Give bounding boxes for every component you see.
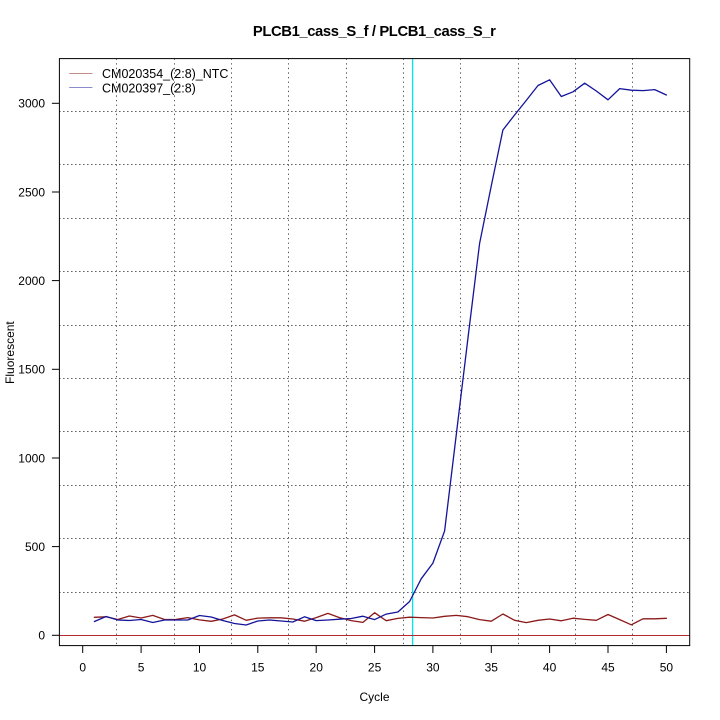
svg-text:500: 500 bbox=[25, 540, 45, 554]
svg-text:30: 30 bbox=[426, 661, 440, 675]
svg-text:2000: 2000 bbox=[18, 274, 45, 288]
svg-text:0: 0 bbox=[38, 629, 45, 643]
svg-text:45: 45 bbox=[601, 661, 615, 675]
svg-text:20: 20 bbox=[310, 661, 324, 675]
svg-text:CM020354_(2:8)_NTC: CM020354_(2:8)_NTC bbox=[102, 67, 228, 81]
svg-text:0: 0 bbox=[79, 661, 86, 675]
svg-text:40: 40 bbox=[543, 661, 557, 675]
svg-text:2500: 2500 bbox=[18, 185, 45, 199]
svg-text:15: 15 bbox=[251, 661, 265, 675]
svg-text:3000: 3000 bbox=[18, 97, 45, 111]
svg-text:5: 5 bbox=[138, 661, 145, 675]
svg-text:CM020397_(2:8): CM020397_(2:8) bbox=[102, 81, 196, 95]
svg-text:1500: 1500 bbox=[18, 363, 45, 377]
svg-text:Cycle: Cycle bbox=[359, 690, 389, 704]
svg-text:50: 50 bbox=[660, 661, 674, 675]
svg-text:10: 10 bbox=[193, 661, 207, 675]
svg-text:25: 25 bbox=[368, 661, 382, 675]
svg-text:PLCB1_cass_S_f / PLCB1_cass_S_: PLCB1_cass_S_f / PLCB1_cass_S_r bbox=[253, 24, 496, 40]
svg-text:35: 35 bbox=[485, 661, 499, 675]
svg-text:Fluorescent: Fluorescent bbox=[3, 321, 17, 384]
svg-text:1000: 1000 bbox=[18, 451, 45, 465]
